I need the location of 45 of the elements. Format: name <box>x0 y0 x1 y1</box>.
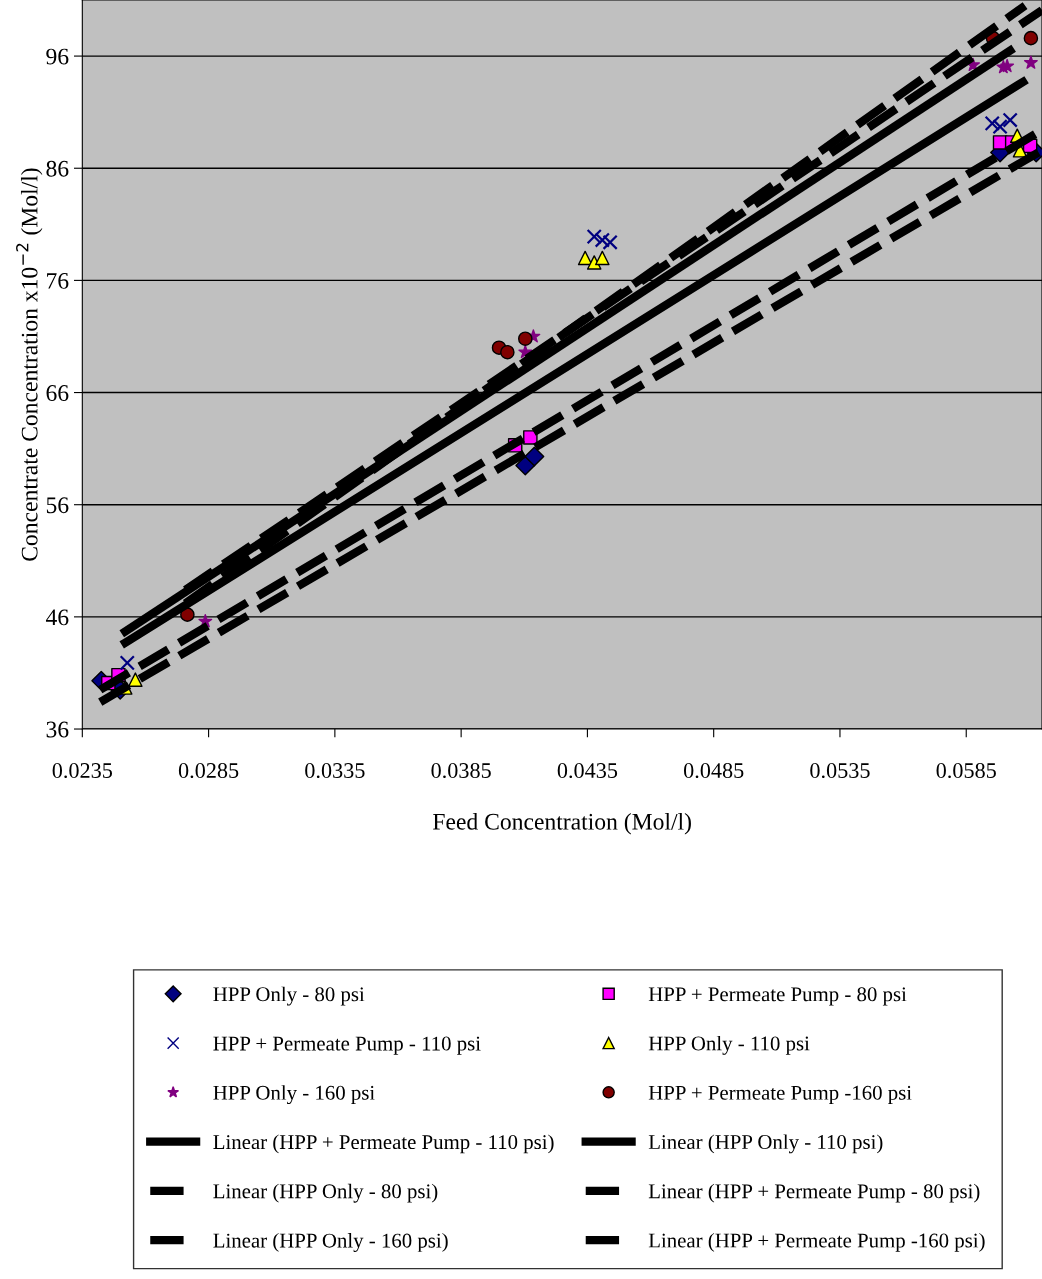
x-tick-label: 0.0485 <box>683 763 744 779</box>
point <box>595 250 610 266</box>
x-tick-label: 0.0585 <box>936 763 996 779</box>
legend-label: HPP + Permeate Pump - 80 psi <box>648 987 907 1006</box>
point <box>1000 58 1015 73</box>
x-tick-label: 0.0435 <box>557 763 618 779</box>
legend-label: HPP Only - 80 psi <box>213 986 365 1006</box>
point <box>1023 55 1038 69</box>
legend-label: Linear (HPP + Permeate Pump -160 psi) <box>648 1232 985 1252</box>
point <box>594 232 611 248</box>
y-tick-label: 66 <box>46 385 69 401</box>
y-tick-label: 76 <box>47 272 69 289</box>
point <box>500 344 515 360</box>
x-axis-title: Feed Concentration (Mol/l) <box>433 813 691 835</box>
legend-label: HPP + Permeate Pump - 110 psi <box>213 1036 481 1055</box>
y-tick-label: 46 <box>45 609 69 626</box>
point <box>1023 30 1039 46</box>
point <box>524 446 545 467</box>
point <box>518 331 533 347</box>
legend-label: Linear (HPP Only - 80 psi) <box>213 1183 438 1203</box>
y-tick-label: 56 <box>46 497 69 514</box>
legend-label: Linear (HPP Only - 160 psi) <box>213 1232 448 1252</box>
x-tick-label: 0.0335 <box>305 763 365 779</box>
point <box>128 672 143 687</box>
point <box>602 234 618 250</box>
x-tick-label: 0.0385 <box>431 763 491 779</box>
legend-label: Linear (HPP Only - 110 psi) <box>648 1134 883 1154</box>
point <box>992 119 1008 135</box>
legend-label: Linear (HPP + Permeate Pump - 80 psi) <box>648 1183 980 1203</box>
legend-label: HPP Only - 110 psi <box>648 1035 810 1055</box>
point <box>984 115 1000 132</box>
point <box>586 228 602 245</box>
point <box>1002 112 1018 128</box>
y-axis-title: Concentrate Concentration x10$^{−2}$ (Mol/l) <box>16 168 43 561</box>
legend-label: HPP Only - 160 psi <box>213 1085 375 1105</box>
point <box>577 250 593 266</box>
y-tick-label: 96 <box>46 48 69 65</box>
y-tick-label: 36 <box>46 721 69 738</box>
x-tick-label: 0.0535 <box>810 763 870 779</box>
legend-label: Linear (HPP + Permeate Pump - 110 psi) <box>213 1134 554 1154</box>
point <box>119 655 135 671</box>
y-tick-label: 86 <box>46 160 69 177</box>
x-tick-label: 0.0235 <box>52 763 113 779</box>
x-tick-label: 0.0285 <box>178 763 239 779</box>
legend-label: HPP + Permeate Pump -160 psi <box>648 1085 912 1105</box>
